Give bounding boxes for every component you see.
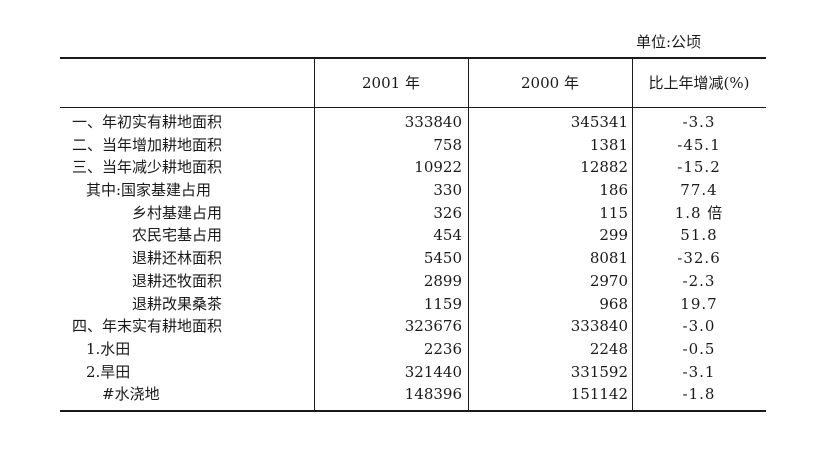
- table-top-rule: [60, 57, 766, 59]
- header-label: [60, 59, 314, 107]
- row-label: 农民宅基占用: [132, 226, 223, 245]
- value-2000: 186: [599, 181, 628, 200]
- table-bottom-rule: [60, 410, 766, 412]
- row-label: 2.旱田: [86, 362, 131, 381]
- value-change: -15.2: [677, 158, 721, 177]
- row-label: 1.水田: [86, 339, 131, 358]
- value-2000: 8081: [589, 249, 628, 268]
- value-2001: 758: [433, 135, 462, 154]
- value-2001: 10922: [414, 158, 462, 177]
- value-2001: 326: [433, 203, 462, 222]
- table-row: 三、当年减少耕地面积 10922 12882 -15.2: [60, 156, 766, 179]
- table-row: 农民宅基占用 454 299 51.8: [60, 224, 766, 247]
- table-row: 二、当年增加耕地面积 758 1381 -45.1: [60, 134, 766, 157]
- table-row: 退耕还牧面积 2899 2970 -2.3: [60, 270, 766, 293]
- value-2000: 299: [599, 226, 628, 245]
- value-2000: 115: [599, 203, 628, 222]
- value-2000: 12882: [580, 158, 628, 177]
- row-label: 退耕改果桑茶: [132, 294, 223, 313]
- table-row: 乡村基建占用 326 115 1.8 倍: [60, 202, 766, 225]
- value-2001: 1159: [423, 294, 462, 313]
- table-row: 一、年初实有耕地面积 333840 345341 -3.3: [60, 111, 766, 134]
- table-row: #水浇地 148396 151142 -1.8: [60, 383, 766, 406]
- value-2001: 321440: [404, 362, 462, 381]
- header-2000: 2000 年: [521, 74, 579, 92]
- table-body: 一、年初实有耕地面积 333840 345341 -3.3 二、当年增加耕地面积…: [60, 111, 766, 406]
- value-2001: 5450: [423, 249, 462, 268]
- unit-label: 单位:公顷: [636, 33, 702, 51]
- value-2000: 151142: [570, 385, 628, 404]
- table-row: 四、年末实有耕地面积 323676 333840 -3.0: [60, 315, 766, 338]
- value-2001: 330: [433, 181, 462, 200]
- value-2000: 2970: [589, 271, 628, 290]
- table-row: 退耕还林面积 5450 8081 -32.6: [60, 247, 766, 270]
- value-2001: 333840: [404, 113, 462, 131]
- value-2000: 968: [599, 294, 628, 313]
- value-2001: 323676: [404, 317, 462, 336]
- table-row: 其中:国家基建占用 330 186 77.4: [60, 179, 766, 202]
- column-divider: [314, 57, 315, 412]
- row-label: 其中:国家基建占用: [86, 181, 212, 200]
- row-label: 二、当年增加耕地面积: [72, 135, 223, 154]
- value-2000: 331592: [570, 362, 628, 381]
- row-label: 乡村基建占用: [132, 203, 223, 222]
- value-2001: 2899: [423, 271, 462, 290]
- value-change: 19.7: [680, 294, 718, 313]
- value-change: -32.6: [677, 249, 721, 268]
- value-change: -45.1: [677, 135, 721, 154]
- table-row: 退耕改果桑茶 1159 968 19.7: [60, 293, 766, 316]
- value-change: -3.0: [682, 317, 716, 336]
- value-change: 77.4: [680, 181, 718, 200]
- row-label: 三、当年减少耕地面积: [72, 158, 223, 177]
- column-divider: [468, 57, 469, 412]
- value-change: 1.8 倍: [674, 203, 724, 222]
- value-2000: 345341: [570, 113, 628, 131]
- value-change: -3.1: [682, 362, 716, 381]
- value-2000: 1381: [589, 135, 628, 154]
- row-label: 退耕还牧面积: [132, 271, 223, 290]
- table-row: 1.水田 2236 2248 -0.5: [60, 338, 766, 361]
- row-label: 四、年末实有耕地面积: [72, 317, 223, 336]
- row-label: #水浇地: [102, 385, 160, 404]
- column-divider: [632, 57, 633, 412]
- row-label: 退耕还林面积: [132, 249, 223, 268]
- value-2000: 2248: [589, 339, 628, 358]
- header-2001: 2001 年: [362, 74, 420, 92]
- value-change: -3.3: [682, 113, 716, 131]
- header-change: 比上年增减(%): [648, 74, 750, 92]
- table-row: 2.旱田 321440 331592 -3.1: [60, 361, 766, 384]
- value-2001: 148396: [404, 385, 462, 404]
- value-change: -2.3: [682, 271, 716, 290]
- value-2001: 454: [433, 226, 462, 245]
- row-label: 一、年初实有耕地面积: [72, 113, 223, 131]
- value-2000: 333840: [570, 317, 628, 336]
- value-change: -1.8: [682, 385, 716, 404]
- value-change: -0.5: [682, 339, 716, 358]
- value-2001: 2236: [423, 339, 462, 358]
- value-change: 51.8: [680, 226, 718, 245]
- table-header-rule: [60, 107, 766, 108]
